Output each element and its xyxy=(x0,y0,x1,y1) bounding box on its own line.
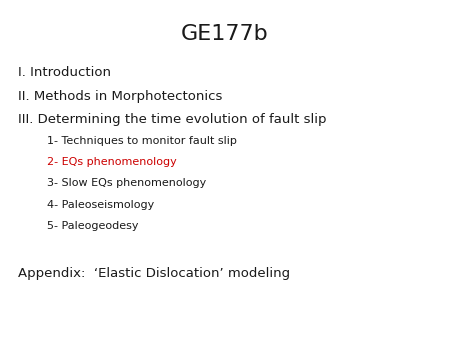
Text: GE177b: GE177b xyxy=(181,24,269,44)
Text: 4- Paleoseismology: 4- Paleoseismology xyxy=(47,200,154,210)
Text: 2- EQs phenomenology: 2- EQs phenomenology xyxy=(47,157,177,167)
Text: 5- Paleogeodesy: 5- Paleogeodesy xyxy=(47,221,139,231)
Text: Appendix:  ‘Elastic Dislocation’ modeling: Appendix: ‘Elastic Dislocation’ modeling xyxy=(18,267,290,280)
Text: I. Introduction: I. Introduction xyxy=(18,66,111,79)
Text: III. Determining the time evolution of fault slip: III. Determining the time evolution of f… xyxy=(18,113,327,126)
Text: 3- Slow EQs phenomenology: 3- Slow EQs phenomenology xyxy=(47,178,207,189)
Text: 1- Techniques to monitor fault slip: 1- Techniques to monitor fault slip xyxy=(47,136,237,146)
Text: II. Methods in Morphotectonics: II. Methods in Morphotectonics xyxy=(18,90,222,102)
